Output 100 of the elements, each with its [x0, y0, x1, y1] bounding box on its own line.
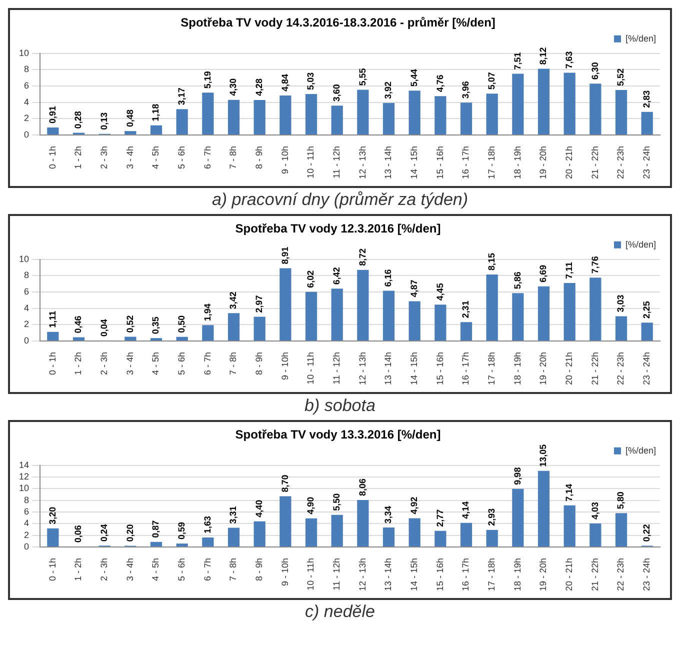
y-tick-label: 14: [18, 460, 30, 470]
x-tick-label: 3 - 4h: [124, 352, 135, 375]
bar: [408, 301, 420, 340]
x-tick-label: 2 - 3h: [99, 558, 110, 581]
bar: [641, 322, 653, 340]
x-tick-label: 17 - 18h: [486, 558, 497, 592]
bar: [512, 74, 524, 134]
x-tick-label: 21 - 22h: [590, 146, 600, 180]
data-label: 4,87: [409, 280, 420, 298]
x-tick-label: 11 - 12h: [332, 558, 342, 590]
y-tick-label: 12: [18, 472, 30, 482]
x-tick-label: 8 - 9h: [254, 146, 264, 169]
x-tick-label: 20 - 21h: [564, 352, 574, 386]
x-tick-label: 5 - 6h: [176, 146, 187, 169]
data-label: 4,76: [434, 74, 445, 92]
bar: [460, 522, 472, 546]
bar: [460, 322, 472, 340]
y-tick-label: 2: [24, 530, 30, 540]
x-tick-label: 5 - 6h: [176, 352, 187, 375]
data-label: 6,69: [538, 264, 548, 282]
legend-label: [%/den]: [625, 239, 656, 250]
bar: [72, 337, 85, 340]
x-tick-label: 9 - 10h: [280, 352, 290, 380]
x-tick-label: 16 - 17h: [460, 352, 471, 386]
bar: [512, 488, 524, 546]
bar: [202, 325, 214, 340]
x-tick-label: 13 - 14h: [383, 352, 394, 386]
bar: [382, 528, 395, 546]
bar: [434, 304, 446, 340]
x-tick-label: 14 - 15h: [409, 558, 420, 592]
data-label: 8,91: [280, 246, 290, 264]
y-tick-label: 10: [18, 254, 30, 264]
data-label: 4,40: [254, 500, 264, 518]
data-label: 0,28: [73, 111, 84, 129]
data-label: 2,25: [642, 301, 652, 319]
x-tick-label: 15 - 16h: [434, 146, 445, 180]
x-tick-label: 23 - 24h: [642, 352, 652, 386]
data-label: 5,80: [616, 492, 626, 510]
bar: [615, 513, 628, 546]
x-tick-label: 11 - 12h: [332, 352, 342, 384]
data-label: 7,11: [564, 262, 574, 279]
x-tick-label: 19 - 20h: [538, 352, 548, 386]
bar: [382, 103, 395, 134]
bar: [47, 128, 59, 134]
x-tick-label: 13 - 14h: [383, 146, 394, 180]
data-label: 3,60: [332, 84, 342, 102]
data-label: 0,48: [124, 110, 135, 128]
x-tick-label: 12 - 13h: [357, 352, 368, 386]
data-label: 4,84: [280, 74, 290, 92]
x-tick-label: 4 - 5h: [150, 558, 161, 581]
bar: [228, 100, 240, 134]
bar: [47, 332, 59, 340]
y-tick-label: 4: [24, 518, 30, 528]
y-tick-label: 2: [24, 319, 30, 330]
data-label: 5,03: [306, 72, 316, 90]
bar: [408, 518, 420, 546]
x-tick-label: 6 - 7h: [202, 352, 212, 375]
bar: [434, 530, 446, 546]
y-tick-label: 6: [24, 506, 30, 516]
y-tick-label: 8: [24, 270, 30, 280]
data-label: 0,59: [176, 522, 187, 540]
x-tick-label: 10 - 11h: [306, 558, 316, 590]
data-label: 3,17: [176, 88, 187, 106]
data-label: 6,02: [306, 270, 316, 288]
data-label: 3,03: [616, 294, 626, 312]
data-label: 0,46: [73, 316, 84, 334]
x-tick-label: 1 - 2h: [73, 146, 84, 169]
x-tick-label: 15 - 16h: [434, 558, 445, 592]
chart-title: Spotřeba TV vody 14.3.2016-18.3.2016 - průměr [%/den]: [180, 16, 496, 30]
x-tick-label: 21 - 22h: [590, 352, 600, 386]
x-tick-label: 5 - 6h: [176, 558, 187, 581]
data-label: 13,05: [538, 444, 548, 467]
x-tick-label: 20 - 21h: [564, 146, 574, 180]
data-label: 7,76: [590, 256, 600, 274]
data-label: 0,91: [47, 106, 58, 124]
bar: [228, 528, 240, 546]
x-tick-label: 6 - 7h: [202, 146, 212, 169]
data-label: 2,93: [486, 508, 497, 526]
bar: [486, 274, 498, 340]
data-label: 4,28: [254, 78, 264, 96]
x-tick-label: 9 - 10h: [280, 146, 290, 174]
data-label: 0,24: [99, 524, 110, 542]
x-tick-label: 16 - 17h: [460, 558, 471, 592]
y-tick-label: 4: [24, 96, 30, 107]
bar: [615, 90, 628, 134]
data-label: 5,44: [409, 69, 420, 87]
x-tick-label: 22 - 23h: [616, 558, 626, 592]
bar: [176, 109, 188, 134]
data-label: 1,94: [202, 304, 212, 322]
x-tick-label: 8 - 9h: [254, 558, 264, 581]
x-tick-label: 22 - 23h: [616, 352, 626, 386]
x-tick-label: 16 - 17h: [460, 146, 471, 180]
y-tick-label: 6: [24, 286, 30, 297]
y-tick-label: 4: [24, 302, 30, 313]
bar: [486, 94, 498, 134]
data-label: 1,11: [47, 310, 58, 328]
data-label: 5,07: [486, 72, 497, 90]
data-label: 5,55: [357, 68, 368, 86]
x-tick-label: 8 - 9h: [254, 352, 264, 375]
x-tick-label: 10 - 11h: [306, 146, 316, 178]
